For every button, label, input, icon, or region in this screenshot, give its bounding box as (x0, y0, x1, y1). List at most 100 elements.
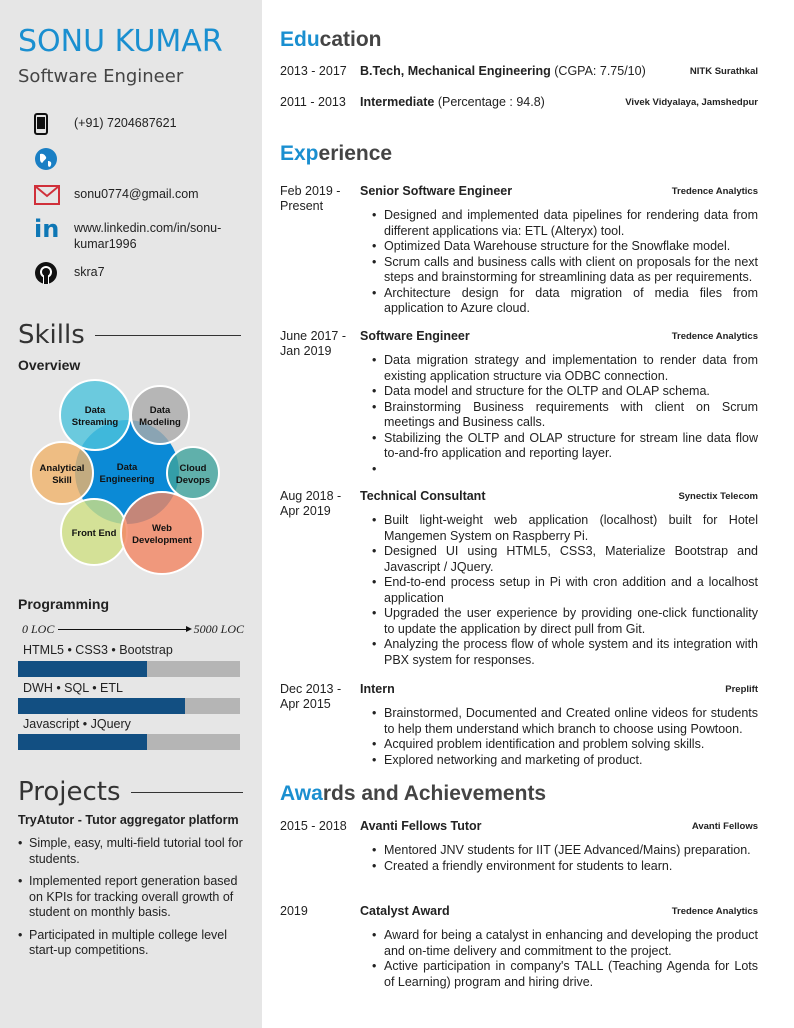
bullet-item: Upgraded the user experience by providin… (372, 606, 758, 637)
skill-bar (18, 661, 240, 677)
bullet-item: Award for being a catalyst in enhancing … (372, 928, 758, 959)
contact-email[interactable]: sonu0774@gmail.com (34, 184, 244, 206)
venn-data-modeling (130, 385, 190, 445)
awards-heading: Awards and Achievements (280, 782, 547, 805)
bullet-item: Optimized Data Warehouse structure for t… (372, 239, 758, 255)
entry-bullets: Built light-weight web application (loca… (372, 513, 758, 668)
bullet-item: Stabilizing the OLTP and OLAP structure … (372, 431, 758, 462)
project-name: TryAtutor - Tutor aggregator platform (18, 813, 239, 827)
venn-web-development (120, 491, 204, 575)
venn-label: Analytical (40, 463, 85, 474)
entry-title: Technical Consultant (360, 489, 486, 503)
linkedin-icon: in (34, 215, 60, 243)
job-title: Software Engineer (18, 66, 184, 87)
education-row: 2013 - 2017 B.Tech, Mechanical Engineerin… (280, 64, 758, 78)
awards-entry: 2015 - 2018 Avanti Fellows Tutor Avanti Fe… (280, 819, 758, 874)
entry-dates: Dec 2013 - Apr 2015 (280, 682, 342, 711)
entry-dates: 2015 - 2018 (280, 819, 347, 833)
sidebar: SONU KUMAR Software Engineer (+91) 72046… (0, 0, 262, 1028)
entry-title: Intern (360, 682, 395, 696)
entry-dates: 2019 (280, 904, 308, 918)
contact-github[interactable]: skra7 (34, 262, 244, 284)
skill-bar-label: HTML5 • CSS3 • Bootstrap (23, 643, 173, 657)
experience-entry: June 2017 - Jan 2019 Software Engineer Tred… (280, 329, 758, 477)
skill-bar (18, 698, 240, 714)
bullet-item: Analyzing the process flow of whole syst… (372, 637, 758, 668)
bullet-item: Acquired problem identification and prob… (372, 737, 758, 753)
bullet-item: Designed and implemented data pipelines … (372, 208, 758, 239)
venn-label: Front End (72, 528, 117, 539)
bullet-item: Brainstormed, Documented and Created onl… (372, 706, 758, 737)
education-row: 2011 - 2013 Intermediate (Percentage : 94… (280, 95, 758, 109)
contact-phone: (+91) 7204687621 (34, 113, 244, 135)
venn-label: Data (150, 405, 171, 416)
venn-label: Data (117, 462, 138, 473)
entry-organization: Preplift (725, 684, 758, 695)
entry-bullets: Brainstormed, Documented and Created onl… (372, 706, 758, 768)
email-icon (34, 184, 74, 206)
bullet-item: Created a friendly environment for stude… (372, 859, 758, 875)
entry-organization: Synectix Telecom (678, 491, 758, 502)
entry-bullets: Data migration strategy and implementati… (372, 353, 758, 477)
skills-venn-diagram: DataEngineeringDataStreamingDataModeling… (30, 379, 220, 575)
entry-title: Catalyst Award (360, 904, 450, 918)
experience-entry: Feb 2019 - Present Senior Software Enginee… (280, 184, 758, 317)
bullet-item: Data migration strategy and implementati… (372, 353, 758, 384)
venn-label: Engineering (100, 474, 155, 485)
venn-label: Cloud (180, 463, 207, 474)
loc-scale: 0 LOC 5000 LOC (22, 622, 244, 636)
entry-title: Senior Software Engineer (360, 184, 513, 198)
entry-dates: Feb 2019 - Present (280, 184, 341, 213)
venn-label: Streaming (72, 417, 119, 428)
experience-entry: Aug 2018 - Apr 2019 Technical Consultant Sy… (280, 489, 758, 668)
projects-heading: Projects (18, 777, 243, 807)
skill-bar (18, 734, 240, 750)
contact-linkedin[interactable]: in www.linkedin.com/in/sonu-kumar1996 (34, 215, 222, 251)
entry-dates: Aug 2018 - Apr 2019 (280, 489, 342, 518)
venn-label: Modeling (139, 417, 181, 428)
bullet-item: Designed UI using HTML5, CSS3, Materiali… (372, 544, 758, 575)
entry-organization: Tredence Analytics (671, 186, 758, 197)
experience-entry: Dec 2013 -Apr 2015 Intern Preplift Brainsto… (280, 682, 758, 768)
venn-label: Development (132, 535, 192, 546)
skill-bar-label: Javascript • JQuery (23, 717, 131, 731)
venn-cloud-devops (166, 446, 220, 500)
overview-heading: Overview (18, 357, 81, 373)
bullet-item: Brainstorming Business requirements with… (372, 400, 758, 431)
venn-label: Data (85, 405, 106, 416)
entry-bullets: Mentored JNV students for IIT (JEE Advan… (372, 843, 758, 874)
contact-website[interactable] (34, 148, 244, 170)
globe-icon[interactable] (34, 148, 74, 170)
bullet-item: Data model and structure for the OLTP an… (372, 384, 758, 400)
entry-organization: Avanti Fellows (691, 821, 758, 832)
awards-entry: 2019 Catalyst Award Tredence Analytics Awar… (280, 904, 758, 990)
venn-analytical-skill (30, 441, 94, 505)
venn-label: Web (152, 523, 172, 534)
skills-heading: Skills (18, 320, 241, 350)
entry-bullets: Award for being a catalyst in enhancing … (372, 928, 758, 990)
bullet-item: Scrum calls and business calls with clie… (372, 255, 758, 286)
entry-organization: Tredence Analytics (671, 906, 758, 917)
venn-label: Skill (52, 475, 72, 486)
entry-title: Software Engineer (360, 329, 470, 343)
bullet-item: End-to-end process setup in Pi with cron… (372, 575, 758, 606)
education-heading: Education (280, 28, 382, 51)
project-bullets: Simple, easy, multi-field tutorial tool … (18, 836, 250, 966)
venn-label: Devops (176, 475, 210, 486)
bullet-item: Active participation in company's TALL (… (372, 959, 758, 990)
entry-bullets: Designed and implemented data pipelines … (372, 208, 758, 317)
bullet-item: Explored networking and marketing of pro… (372, 753, 758, 769)
name: SONU KUMAR (18, 24, 223, 59)
entry-dates: June 2017 - Jan 2019 (280, 329, 347, 358)
bullet-item: Mentored JNV students for IIT (JEE Advan… (372, 843, 758, 859)
bullet-item: Built light-weight web application (loca… (372, 513, 758, 544)
bullet-item: Architecture design for data migration o… (372, 286, 758, 317)
experience-heading: Experience (280, 142, 393, 165)
entry-title: Avanti Fellows Tutor (360, 819, 482, 833)
entry-organization: Tredence Analytics (671, 331, 758, 342)
github-icon (34, 262, 74, 284)
skill-bar-label: DWH • SQL • ETL (23, 681, 123, 695)
bullet-item (372, 462, 758, 478)
programming-heading: Programming (18, 596, 110, 612)
phone-icon (34, 113, 74, 135)
